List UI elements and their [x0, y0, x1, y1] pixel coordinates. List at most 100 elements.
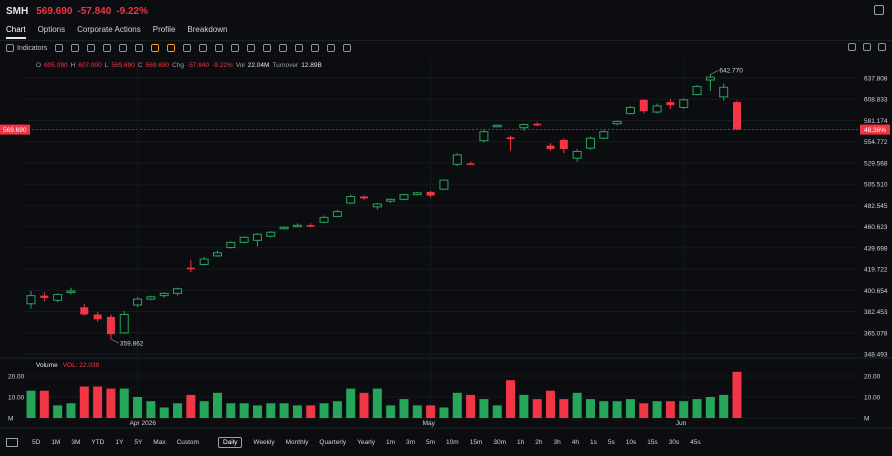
- cursor-icon[interactable]: [167, 44, 176, 52]
- bottom-bar: 5D 1M 3M YTD 1Y 5Y Max Custom Daily Week…: [0, 435, 892, 449]
- candle-body: [106, 316, 115, 335]
- candle-body: [733, 102, 741, 130]
- draw-icon[interactable]: [151, 44, 160, 52]
- volume-bar: [412, 405, 422, 418]
- camera-icon[interactable]: [848, 43, 856, 51]
- interval-monthly[interactable]: Monthly: [285, 438, 309, 446]
- tab-profile[interactable]: Profile: [152, 25, 176, 34]
- template-icon[interactable]: [119, 44, 128, 52]
- settings-icon[interactable]: [863, 43, 871, 51]
- tab-breakdown[interactable]: Breakdown: [187, 25, 228, 34]
- tab-options[interactable]: Options: [37, 25, 66, 34]
- fib-icon[interactable]: [199, 44, 208, 52]
- interval-5s[interactable]: 5s: [607, 438, 615, 446]
- volume-bar: [506, 380, 516, 418]
- tab-corporate-actions[interactable]: Corporate Actions: [77, 25, 141, 34]
- text-icon[interactable]: [247, 44, 256, 52]
- interval-5m[interactable]: 5m: [426, 438, 436, 446]
- interval-15m[interactable]: 15m: [469, 438, 483, 446]
- period-5y[interactable]: 5Y: [134, 438, 143, 446]
- volume-bar: [93, 386, 103, 418]
- price-change: -57.840: [77, 5, 112, 17]
- interval-10m[interactable]: 10m: [446, 438, 459, 446]
- interval-weekly[interactable]: Weekly: [253, 438, 275, 446]
- interval-10s[interactable]: 10s: [625, 438, 637, 446]
- fullscreen-icon[interactable]: [878, 43, 886, 51]
- interval-30m[interactable]: 30m: [493, 438, 507, 446]
- interval-1m[interactable]: 1m: [385, 438, 395, 446]
- volume-bar: [386, 405, 396, 418]
- volume-bar: [679, 401, 689, 418]
- candle-body: [479, 131, 489, 142]
- period-5d[interactable]: 5D: [32, 438, 41, 446]
- candle-body: [360, 196, 369, 199]
- candle-body: [346, 196, 356, 204]
- expand-icon[interactable]: [874, 5, 884, 15]
- interval-30s[interactable]: 30s: [668, 438, 680, 446]
- ohlc-legend: O 605.090 H 607.000 L 569.690 C 569.690 …: [36, 62, 325, 69]
- candle-body: [279, 226, 289, 230]
- interval-3h[interactable]: 3h: [553, 438, 561, 446]
- candle-body: [426, 191, 435, 196]
- undo-icon[interactable]: [327, 44, 336, 52]
- volume-tick-label-right: 20.00: [864, 374, 881, 381]
- trash-icon[interactable]: [311, 44, 320, 52]
- redo-icon[interactable]: [343, 44, 352, 52]
- period-ytd[interactable]: YTD: [91, 438, 105, 446]
- brush-icon[interactable]: [263, 44, 272, 52]
- interval-45s[interactable]: 45s: [690, 438, 701, 446]
- interval-yearly[interactable]: Yearly: [357, 438, 375, 446]
- volume-bar: [452, 392, 462, 418]
- last-price-tag-left: [0, 124, 30, 135]
- period-3m[interactable]: 3M: [71, 438, 81, 446]
- high-value: 607.000: [78, 62, 102, 69]
- volume-bar: [226, 403, 236, 418]
- vol-label: Vol: [235, 62, 245, 69]
- interval-4h[interactable]: 4h: [571, 438, 579, 446]
- indicators-button[interactable]: Indicators: [6, 44, 47, 52]
- layers-icon[interactable]: [103, 44, 112, 52]
- volume-bar: [546, 390, 556, 418]
- interval-1s[interactable]: 1s: [589, 438, 597, 446]
- volume-bar: [692, 399, 702, 418]
- eye-icon[interactable]: [295, 44, 304, 52]
- period-max[interactable]: Max: [153, 438, 166, 446]
- period-custom[interactable]: Custom: [176, 438, 199, 446]
- candle-body: [679, 99, 689, 108]
- symbol-label: SMH: [6, 5, 29, 17]
- interval-1h[interactable]: 1h: [517, 438, 525, 446]
- interval-quarterly[interactable]: Quarterly: [319, 438, 347, 446]
- layout-icon[interactable]: [6, 437, 18, 447]
- interval-3m[interactable]: 3m: [405, 438, 416, 446]
- tab-chart[interactable]: Chart: [6, 22, 26, 39]
- volume-tick-label-right: 10.00: [864, 395, 881, 402]
- price-tick-label: 382.453: [864, 309, 888, 316]
- volume-bar: [519, 394, 529, 418]
- chart-annotations: 642.770 359.862: [110, 67, 743, 347]
- price-tick-label: 400.654: [864, 288, 888, 295]
- volume-bar: [252, 405, 262, 418]
- low-annotation: 359.862: [120, 340, 144, 347]
- period-1m[interactable]: 1M: [51, 438, 61, 446]
- compare-icon[interactable]: [55, 44, 64, 52]
- interval-daily[interactable]: Daily: [217, 436, 243, 448]
- candle-body: [186, 267, 195, 270]
- bars-icon[interactable]: [71, 44, 80, 52]
- volume-bar: [159, 407, 169, 418]
- interval-15s[interactable]: 15s: [647, 438, 658, 446]
- square-icon[interactable]: [87, 44, 96, 52]
- close-label: C: [137, 62, 143, 69]
- magnet-icon[interactable]: [279, 44, 288, 52]
- measure-icon[interactable]: [231, 44, 240, 52]
- price-tick-label: 505.510: [864, 182, 888, 189]
- period-1y[interactable]: 1Y: [115, 438, 124, 446]
- interval-2h[interactable]: 2h: [535, 438, 543, 446]
- calendar-icon[interactable]: [135, 44, 144, 52]
- chart-toolbar: Indicators: [0, 40, 892, 55]
- high-annotation-line: [710, 70, 719, 75]
- candle-body: [519, 124, 529, 129]
- trendline-icon[interactable]: [183, 44, 192, 52]
- turnover-value: 12.89B: [301, 62, 322, 69]
- pattern-icon[interactable]: [215, 44, 224, 52]
